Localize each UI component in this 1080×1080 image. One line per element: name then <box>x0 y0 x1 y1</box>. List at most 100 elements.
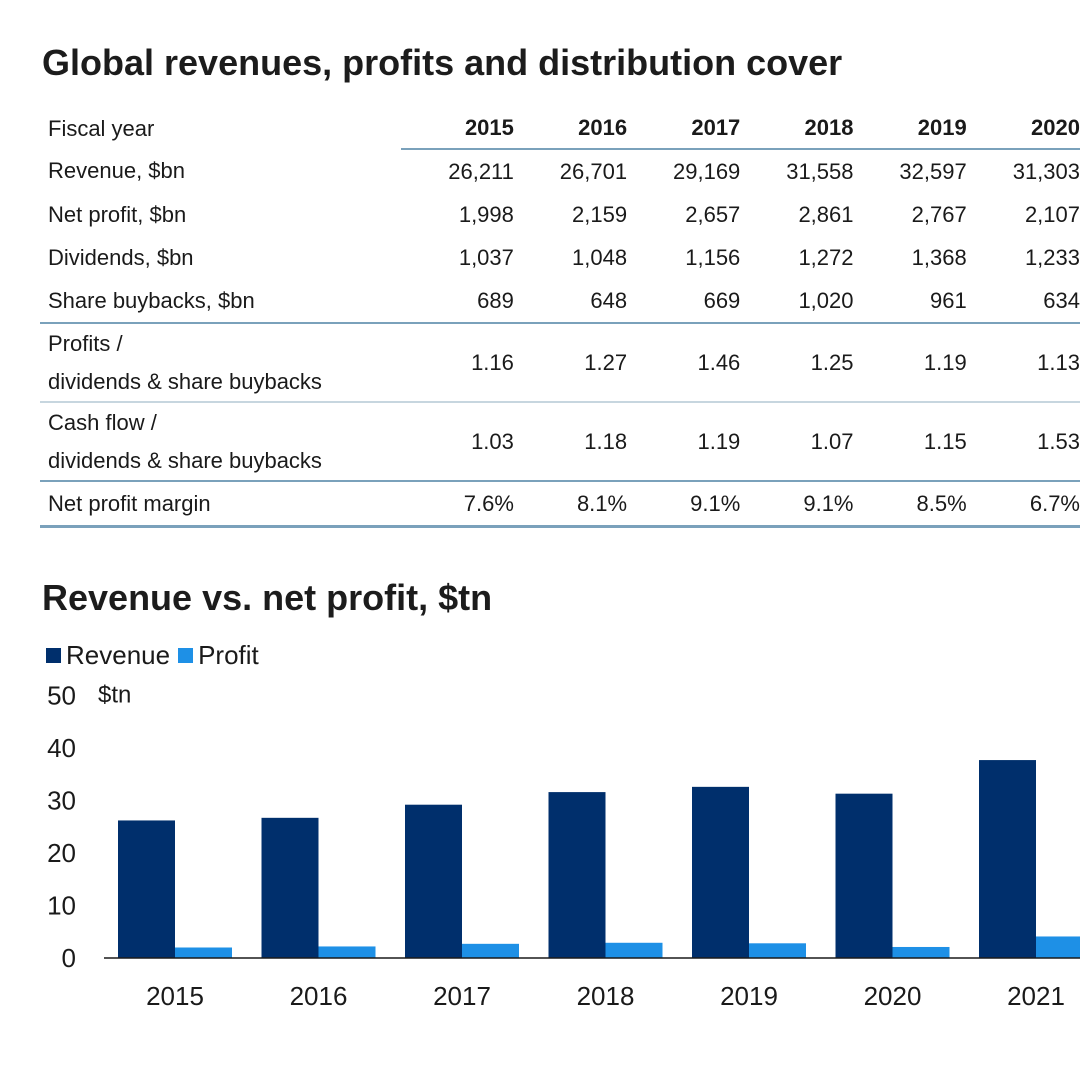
table-row-net-profit: Net profit, $bn 1,998 2,159 2,657 2,861 … <box>40 193 1080 236</box>
revenue-profit-bar-chart: 0 10 20 30 40 50 $tn 2015 2016 2017 2018 2019 2020 20… <box>47 681 1080 1011</box>
table-cell: 648 <box>590 287 628 313</box>
table-cell: 1.16 <box>400 322 514 402</box>
y-tick-label: 50 <box>47 681 76 711</box>
header-year: 2018 <box>740 108 854 150</box>
table-cell: 1.27 <box>513 322 628 402</box>
table-cell: 2,159 <box>572 201 628 227</box>
bar-profit-2017 <box>462 943 519 958</box>
table-cell: 1.18 <box>513 401 628 481</box>
table-cell: 1,048 <box>572 244 628 270</box>
table-cell: 8.5% <box>853 480 967 528</box>
row-label: Share buybacks, $bn <box>48 287 255 313</box>
bar-profit-2021 <box>1036 936 1080 958</box>
row-label: Net profit, $bn <box>48 201 187 227</box>
distribution-cover-table: Fiscal year 2015 2016 2017 2018 2019 202… <box>40 108 1080 528</box>
legend-label: Revenue <box>66 640 171 670</box>
table-cell: 1.46 <box>627 322 741 402</box>
table-cell: 689 <box>477 287 514 313</box>
bar-revenue-2015 <box>118 820 175 958</box>
table-cell: 1,998 <box>458 201 514 227</box>
table-cell: 26,211 <box>448 158 514 184</box>
y-tick-label: 10 <box>47 891 76 921</box>
bar-profit-2015 <box>175 947 232 958</box>
x-tick-label: 2020 <box>864 981 922 1011</box>
table-cell: 32,597 <box>899 158 967 184</box>
x-tick-label: 2021 <box>1007 981 1065 1011</box>
table-cell: 1,368 <box>911 244 967 270</box>
bar-revenue-2020 <box>835 793 893 958</box>
table-cell: 1,272 <box>798 244 854 270</box>
x-tick-label: 2015 <box>146 981 204 1011</box>
x-tick-label: 2017 <box>433 981 491 1011</box>
bar-profit-2019 <box>749 943 806 958</box>
table-title: Global revenues, profits and distributio… <box>42 42 843 83</box>
table-cell: 2,861 <box>798 201 854 227</box>
table-cell: 2,767 <box>911 201 967 227</box>
table-cell: 1.07 <box>740 401 854 481</box>
table-cell: 1.03 <box>400 401 514 481</box>
bar-revenue-2018 <box>548 792 606 958</box>
header-fiscal-year: Fiscal year <box>48 115 155 141</box>
row-label: Net profit margin <box>40 480 401 528</box>
table-cell: 7.6% <box>400 480 514 528</box>
table-row-profit-cover: Profits / dividends & share buybacks 1.16… <box>40 322 1080 402</box>
table-cell: 1.15 <box>853 401 967 481</box>
table-header-row: Fiscal year 2015 2016 2017 2018 2019 202… <box>40 108 1080 150</box>
y-tick-label: 40 <box>47 733 76 763</box>
x-tick-label: 2018 <box>577 981 635 1011</box>
bar-profit-2020 <box>892 946 950 958</box>
x-tick-label: 2019 <box>720 981 778 1011</box>
y-tick-label: 0 <box>62 943 76 973</box>
bar-revenue-2017 <box>405 804 462 958</box>
table-cell: 2,657 <box>685 201 741 227</box>
row-label: Dividends, $bn <box>48 244 194 270</box>
table-cell: 6.7% <box>966 480 1080 528</box>
table-cell: 1,233 <box>1024 244 1080 270</box>
table-row-net-profit-margin: Net profit margin 7.6% 8.1% 9.1% 9.1% 8.… <box>40 480 1080 528</box>
row-label-line: Profits / <box>48 330 123 356</box>
table-cell: 1,020 <box>798 287 854 313</box>
row-label-line: dividends & share buybacks <box>48 447 322 473</box>
row-label-line: Cash flow / <box>48 409 157 435</box>
table-cell: 669 <box>703 287 741 313</box>
bar-revenue-2016 <box>261 817 319 958</box>
header-year: 2016 <box>513 108 628 150</box>
table-cell: 9.1% <box>740 480 854 528</box>
legend-item-revenue: Revenue <box>46 640 170 671</box>
header-year: 2015 <box>400 108 514 150</box>
table-cell: 31,558 <box>786 158 854 184</box>
table-cell: 2,107 <box>1024 201 1080 227</box>
bar-revenue-2019 <box>692 786 749 958</box>
table-cell: 8.1% <box>513 480 628 528</box>
row-label: Profits / dividends & share buybacks <box>40 322 401 402</box>
legend-label: Profit <box>198 640 259 670</box>
row-label: Revenue, $bn <box>48 158 185 183</box>
table-row-dividends: Dividends, $bn 1,037 1,048 1,156 1,272 1… <box>40 236 1080 279</box>
bar-profit-2018 <box>605 942 663 958</box>
row-label: Cash flow / dividends & share buybacks <box>40 401 401 481</box>
y-tick-label: 20 <box>47 838 76 868</box>
bar-profit-2016 <box>318 946 376 958</box>
y-tick-label: 30 <box>47 786 76 816</box>
table-cell: 1,156 <box>685 244 741 270</box>
table-cell: 1.53 <box>966 401 1080 481</box>
table-cell: 29,169 <box>673 158 741 184</box>
header-year: 2020 <box>966 108 1080 150</box>
table-cell: 1.19 <box>853 322 967 402</box>
table-cell: 961 <box>929 287 967 313</box>
row-label-line: dividends & share buybacks <box>48 368 322 394</box>
table-cell: 9.1% <box>627 480 741 528</box>
table-cell: 1.13 <box>966 322 1080 402</box>
chart-title: Revenue vs. net profit, $tn <box>42 577 493 618</box>
table-cell: 634 <box>1043 287 1080 313</box>
bar-revenue-2021 <box>979 760 1036 958</box>
legend-swatch-revenue <box>46 648 61 663</box>
y-unit-label: $tn <box>98 682 131 709</box>
header-year: 2017 <box>627 108 741 150</box>
table-cell: 26,701 <box>559 158 628 184</box>
table-cell: 1.19 <box>627 401 741 481</box>
table-cell: 1,037 <box>458 244 514 270</box>
table-cell: 31,303 <box>1012 158 1080 184</box>
legend-item-profit: Profit <box>178 640 259 671</box>
legend-swatch-profit <box>178 648 194 663</box>
